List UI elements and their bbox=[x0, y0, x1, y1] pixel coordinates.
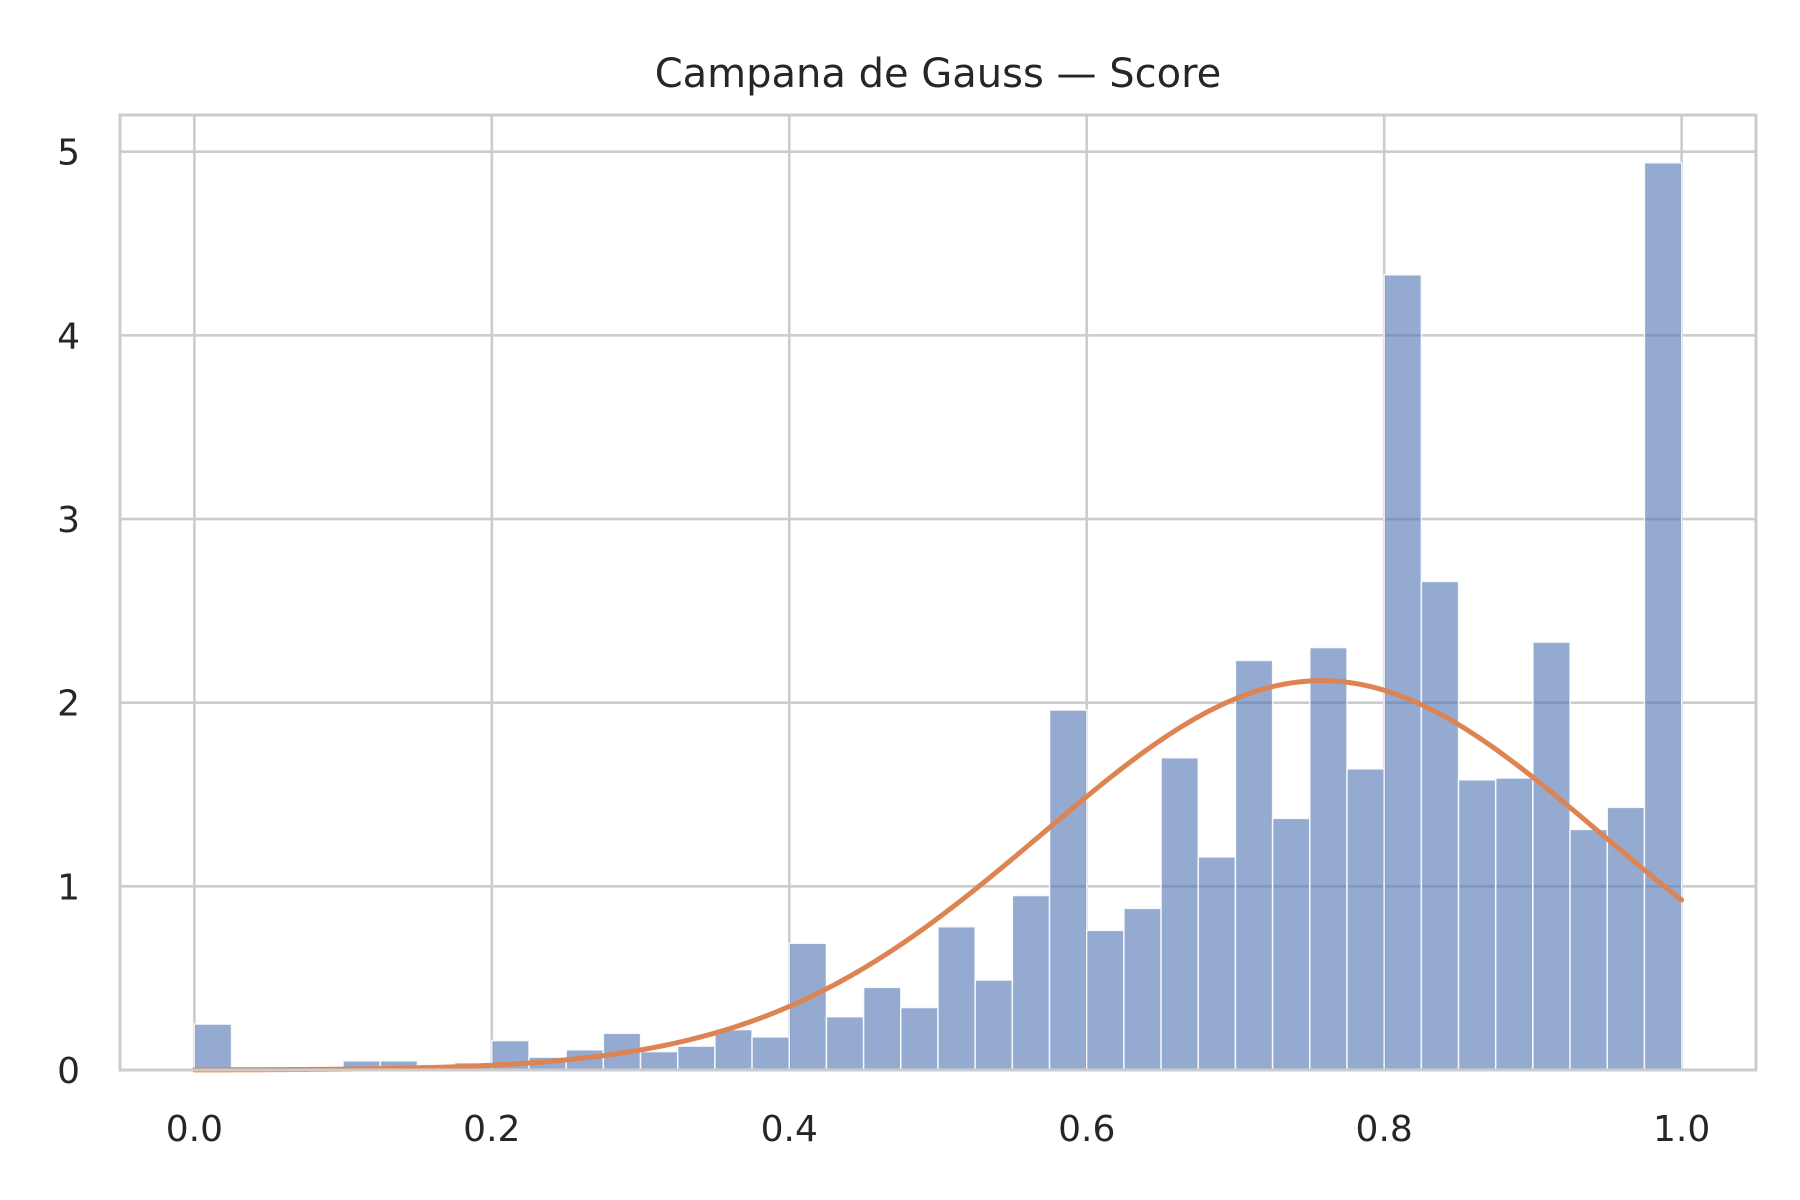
y-tick-label-1: 1 bbox=[57, 867, 80, 908]
histogram-bar-19 bbox=[900, 1006, 939, 1071]
y-tick-label-4: 4 bbox=[57, 316, 80, 357]
y-tick-label-2: 2 bbox=[57, 684, 80, 725]
gauss-curve-layer bbox=[191, 678, 1685, 1073]
histogram-bar-15 bbox=[751, 1036, 791, 1071]
histogram-bar-13 bbox=[676, 1045, 716, 1071]
x-tick-label-3: 0.6 bbox=[1058, 1109, 1115, 1150]
chart-title: Campana de Gauss — Score bbox=[655, 51, 1222, 97]
histogram-bar-14 bbox=[714, 1028, 753, 1071]
y-tick-label-5: 5 bbox=[57, 133, 80, 174]
histogram-bar-35 bbox=[1494, 777, 1534, 1071]
y-tick-label-0: 0 bbox=[57, 1051, 80, 1092]
histogram-bar-26 bbox=[1160, 757, 1200, 1071]
y-tick-label-3: 3 bbox=[57, 500, 80, 541]
histogram-bar-36 bbox=[1532, 641, 1571, 1071]
histogram-bar-25 bbox=[1123, 907, 1162, 1071]
histogram-bar-33 bbox=[1420, 580, 1460, 1071]
histogram-bar-30 bbox=[1309, 646, 1348, 1071]
histogram-bar-38 bbox=[1606, 806, 1646, 1071]
histogram-bar-37 bbox=[1569, 828, 1609, 1071]
histogram-bar-21 bbox=[974, 979, 1014, 1071]
histogram-bar-18 bbox=[862, 986, 902, 1071]
histogram-bar-24 bbox=[1085, 929, 1125, 1071]
gauss-curve bbox=[191, 678, 1685, 1073]
histogram-bar-32 bbox=[1383, 274, 1423, 1071]
histogram-bar-20 bbox=[937, 926, 976, 1071]
histogram-bar-23 bbox=[1048, 709, 1088, 1071]
histogram-bars bbox=[193, 162, 1683, 1071]
x-tick-label-0: 0.0 bbox=[166, 1109, 223, 1150]
x-tick-label-4: 0.8 bbox=[1356, 1109, 1413, 1150]
histogram-bar-39 bbox=[1643, 162, 1683, 1071]
histogram-bar-28 bbox=[1234, 659, 1274, 1071]
histogram-bar-27 bbox=[1197, 856, 1237, 1071]
histogram-bar-31 bbox=[1346, 768, 1385, 1071]
histogram-bar-17 bbox=[825, 1015, 865, 1071]
x-tick-label-1: 0.2 bbox=[463, 1109, 520, 1150]
tick-labels: 0.0 0.2 0.4 0.6 0.8 1.0 0 1 2 3 4 5 bbox=[57, 133, 1710, 1150]
histogram-bar-34 bbox=[1457, 779, 1497, 1071]
histogram-bar-0 bbox=[193, 1023, 233, 1071]
histogram-bar-29 bbox=[1271, 817, 1311, 1071]
histogram-bar-12 bbox=[639, 1050, 679, 1071]
histogram-bar-22 bbox=[1011, 894, 1051, 1071]
x-tick-label-5: 1.0 bbox=[1653, 1109, 1710, 1150]
axes-frame bbox=[118, 113, 1758, 1072]
x-tick-label-2: 0.4 bbox=[761, 1109, 818, 1150]
